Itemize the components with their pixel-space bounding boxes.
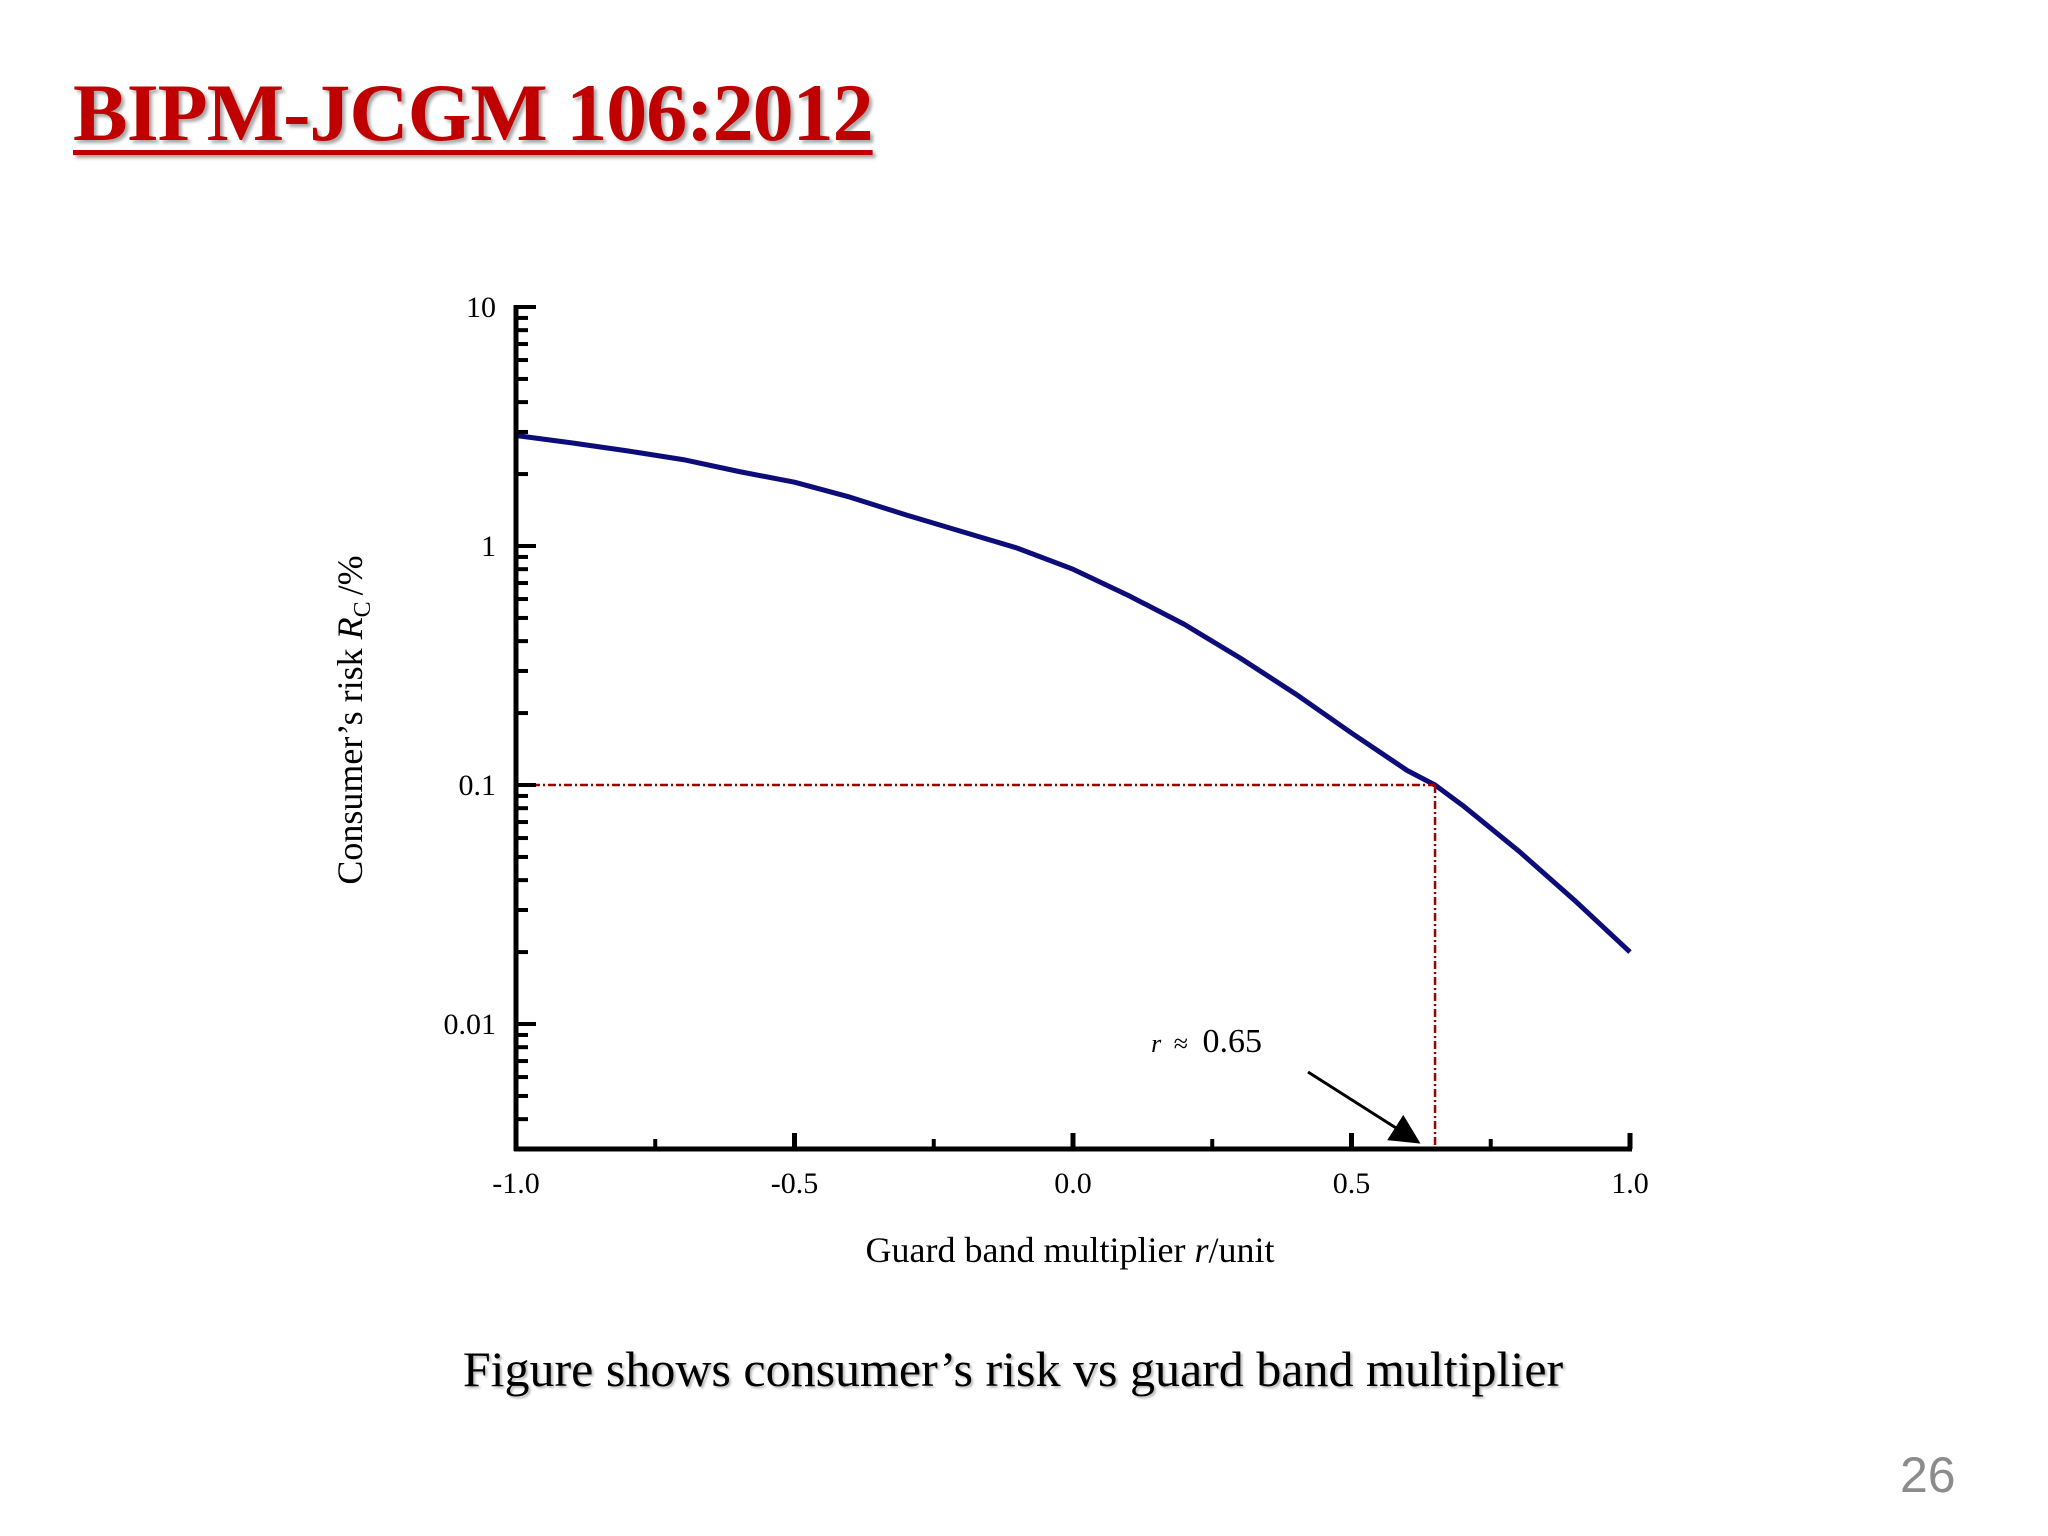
y-tick-label: 10 (466, 291, 496, 324)
y-tick-label: 0.1 (459, 769, 497, 802)
risk-curve (515, 433, 1632, 954)
page-number: 26 (1900, 1447, 1956, 1503)
x-tick-label: -0.5 (771, 1167, 819, 1200)
slide-title: BIPM-JCGM 106:2012 (73, 67, 874, 158)
x-axis-label: Guard band multiplier r/unit (866, 1230, 1275, 1270)
annotation-var: r (1151, 1029, 1162, 1058)
x-axis-label-var: r (1194, 1230, 1209, 1270)
annotation-arrow (1307, 1070, 1421, 1144)
y-tick-label: 1 (481, 530, 496, 563)
y-axis-label-unit: /% (330, 555, 370, 595)
annotation-approx: ≈ (1174, 1029, 1188, 1058)
x-tick-label: 0.5 (1333, 1167, 1371, 1200)
y-axis-label-sub: C (350, 601, 376, 617)
x-tick-label: 0.0 (1054, 1167, 1092, 1200)
y-tick-label: 0.01 (444, 1008, 497, 1041)
annotation-label: r ≈ 0.65 (1151, 1023, 1262, 1060)
x-tick-label: 1.0 (1611, 1167, 1649, 1200)
x-axis-label-text: Guard band multiplier (866, 1230, 1195, 1270)
y-axis-label-text: Consumer’s risk (330, 639, 370, 884)
x-tick-label: -1.0 (492, 1167, 540, 1200)
y-axis-label: Consumer’s risk RC /% (330, 555, 376, 884)
y-axis-label-var: R (330, 617, 370, 640)
figure-caption: Figure shows consumer’s risk vs guard ba… (462, 1341, 1564, 1397)
x-axis-label-unit: /unit (1208, 1230, 1274, 1270)
annotation-value: 0.65 (1203, 1023, 1263, 1060)
